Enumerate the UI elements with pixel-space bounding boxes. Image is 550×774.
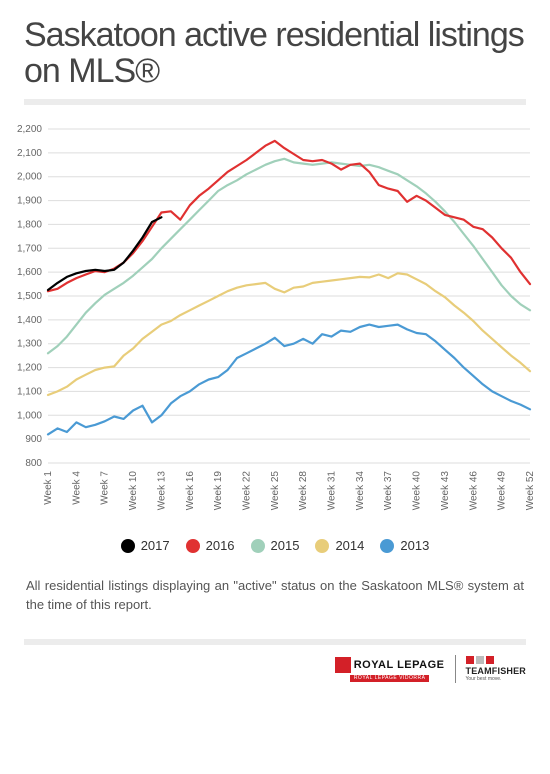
rlp-subname: ROYAL LEPAGE VIDORRA	[350, 675, 430, 682]
legend-label: 2014	[335, 538, 364, 553]
page-title: Saskatoon active residential listings on…	[0, 0, 550, 99]
tf-squares-icon	[466, 656, 527, 664]
svg-text:Week 16: Week 16	[185, 471, 196, 511]
svg-text:1,300: 1,300	[17, 339, 42, 350]
svg-text:Week 31: Week 31	[327, 471, 338, 511]
rlp-name: ROYAL LEPAGE	[354, 659, 445, 671]
legend-label: 2016	[206, 538, 235, 553]
title-divider	[24, 99, 526, 105]
legend-label: 2017	[141, 538, 170, 553]
svg-text:Week 34: Week 34	[355, 471, 366, 511]
svg-text:Week 49: Week 49	[497, 471, 508, 511]
legend-item: 2016	[186, 538, 235, 553]
tf-name: TEAMFISHER	[466, 666, 527, 676]
svg-text:Week 40: Week 40	[412, 471, 423, 511]
tf-tagline: Your best move.	[466, 676, 527, 682]
svg-text:Week 28: Week 28	[298, 471, 309, 511]
svg-text:Week 46: Week 46	[468, 471, 479, 511]
svg-text:Week 52: Week 52	[525, 471, 536, 511]
rlp-square-icon	[335, 657, 351, 673]
svg-text:900: 900	[25, 435, 42, 446]
svg-text:1,700: 1,700	[17, 244, 42, 255]
line-chart: 800 900 1,000 1,100 1,200 1,300 1,400 1,500 1,60…	[4, 119, 540, 524]
svg-text:Week 10: Week 10	[128, 471, 139, 511]
logo-separator	[455, 655, 456, 683]
svg-text:1,000: 1,000	[17, 411, 42, 422]
legend-item: 2014	[315, 538, 364, 553]
svg-text:1,900: 1,900	[17, 196, 42, 207]
svg-text:Week 25: Week 25	[270, 471, 281, 511]
svg-text:2,100: 2,100	[17, 148, 42, 159]
legend-swatch	[380, 539, 394, 553]
legend-swatch	[121, 539, 135, 553]
svg-text:Week 19: Week 19	[213, 471, 224, 511]
svg-text:Week 4: Week 4	[71, 471, 82, 505]
svg-text:1,500: 1,500	[17, 291, 42, 302]
svg-text:1,400: 1,400	[17, 315, 42, 326]
legend-swatch	[251, 539, 265, 553]
legend-label: 2015	[271, 538, 300, 553]
svg-text:1,800: 1,800	[17, 220, 42, 231]
svg-text:2,200: 2,200	[17, 124, 42, 135]
svg-text:1,100: 1,100	[17, 387, 42, 398]
svg-text:Week 13: Week 13	[156, 471, 167, 511]
legend-swatch	[315, 539, 329, 553]
svg-text:Week 43: Week 43	[440, 471, 451, 511]
svg-text:1,200: 1,200	[17, 363, 42, 374]
svg-text:2,000: 2,000	[17, 172, 42, 183]
legend-item: 2017	[121, 538, 170, 553]
royal-lepage-logo: ROYAL LEPAGE ROYAL LEPAGE VIDORRA	[335, 657, 445, 682]
svg-text:Week 7: Week 7	[100, 471, 111, 505]
chart-legend: 2017 2016 2015 2014 2013	[0, 538, 550, 553]
svg-text:Week 22: Week 22	[241, 471, 252, 511]
legend-swatch	[186, 539, 200, 553]
legend-item: 2015	[251, 538, 300, 553]
legend-item: 2013	[380, 538, 429, 553]
legend-label: 2013	[400, 538, 429, 553]
footer-logos: ROYAL LEPAGE ROYAL LEPAGE VIDORRA TEAMFI…	[0, 645, 550, 683]
teamfisher-logo: TEAMFISHER Your best move.	[466, 656, 527, 682]
chart-caption: All residential listings displaying an "…	[0, 553, 550, 639]
svg-text:Week 1: Week 1	[43, 471, 54, 505]
svg-text:800: 800	[25, 458, 42, 469]
svg-text:Week 37: Week 37	[383, 471, 394, 511]
svg-text:1,600: 1,600	[17, 268, 42, 279]
